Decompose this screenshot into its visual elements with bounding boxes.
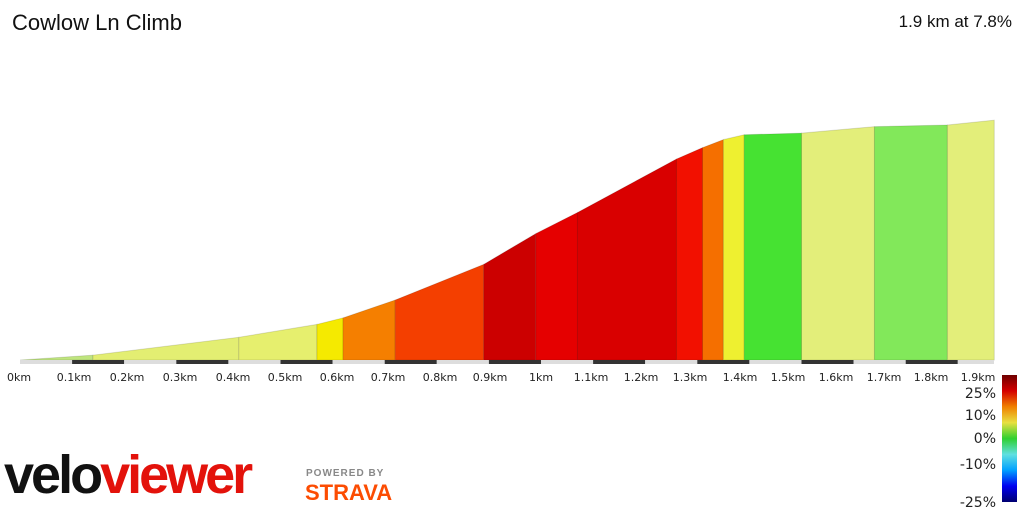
- colorbar-label: -10%: [960, 457, 996, 473]
- distance-scale-bar: [541, 360, 594, 364]
- strava-logo: STRAVA: [305, 480, 393, 505]
- profile-segment: [535, 211, 578, 361]
- x-tick-label: 1.5km: [771, 371, 806, 384]
- profile-segment: [576, 158, 677, 361]
- x-tick-label: 0.5km: [268, 371, 303, 384]
- x-tick-label: 1.3km: [673, 371, 708, 384]
- distance-scale-bar: [749, 360, 802, 364]
- x-tick-label: 0.4km: [216, 371, 251, 384]
- distance-scale-bar: [228, 360, 281, 364]
- climb-summary: 1.9 km at 7.8%: [898, 12, 1012, 31]
- colorbar-label: 10%: [965, 408, 996, 424]
- distance-scale-bar: [124, 360, 177, 364]
- x-tick-label: 0.7km: [371, 371, 406, 384]
- distance-scale-bar: [20, 360, 73, 364]
- distance-scale-bar: [853, 360, 906, 364]
- x-tick-label: 0.3km: [163, 371, 198, 384]
- x-tick-label: 1.9km: [961, 371, 996, 384]
- x-tick-label: 0.8km: [423, 371, 458, 384]
- distance-scale-bar: [436, 360, 489, 364]
- distance-scale-bar: [593, 360, 646, 364]
- distance-scale-bar: [697, 360, 750, 364]
- x-tick-label: 1.7km: [867, 371, 902, 384]
- profile-segment: [675, 146, 704, 361]
- distance-scale-bar: [176, 360, 229, 364]
- logo-viewer: viewer: [100, 445, 253, 505]
- powered-by-label: POWERED BY: [306, 468, 385, 479]
- distance-scale-bar: [957, 360, 994, 364]
- x-tick-label: 0.6km: [320, 371, 355, 384]
- distance-scale-bar: [332, 360, 385, 364]
- profile-segment: [19, 354, 94, 361]
- x-tick-label: 0.9km: [473, 371, 508, 384]
- distance-scale-bar: [801, 360, 854, 364]
- colorbar-label: 25%: [965, 386, 996, 402]
- x-tick-label: 0.2km: [110, 371, 145, 384]
- logo-velo: velo: [4, 445, 103, 505]
- x-tick-label: 1km: [529, 371, 553, 384]
- profile-segment: [483, 232, 537, 361]
- distance-scale-bar: [72, 360, 125, 364]
- x-tick-label: 1.6km: [819, 371, 854, 384]
- profile-segment: [801, 126, 875, 361]
- grade-colorbar: [1002, 375, 1017, 502]
- distance-scale-bar: [488, 360, 541, 364]
- x-tick-label: 1.2km: [624, 371, 659, 384]
- colorbar-label: -25%: [960, 495, 996, 511]
- chart-title: Cowlow Ln Climb: [12, 10, 182, 35]
- x-tick-label: 1.4km: [723, 371, 758, 384]
- veloviewer-logo: veloviewer: [4, 445, 253, 505]
- profile-segment: [92, 336, 240, 361]
- profile-segment: [722, 134, 745, 361]
- profile-segment: [873, 124, 948, 361]
- x-tick-label: 1.1km: [574, 371, 609, 384]
- profile-segment: [743, 132, 802, 361]
- x-tick-label: 0km: [7, 371, 31, 384]
- distance-scale-bar: [905, 360, 958, 364]
- distance-scale-bar: [645, 360, 698, 364]
- colorbar-label: 0%: [974, 431, 996, 447]
- x-tick-label: 1.8km: [914, 371, 949, 384]
- profile-segment: [238, 323, 318, 361]
- profile-segment: [394, 263, 485, 361]
- distance-scale-bar: [384, 360, 437, 364]
- x-tick-label: 0.1km: [57, 371, 92, 384]
- distance-scale-bar: [280, 360, 333, 364]
- profile-segment: [342, 299, 396, 361]
- profile-segment: [702, 138, 724, 361]
- profile-segment: [316, 317, 344, 361]
- profile-segment: [946, 119, 995, 361]
